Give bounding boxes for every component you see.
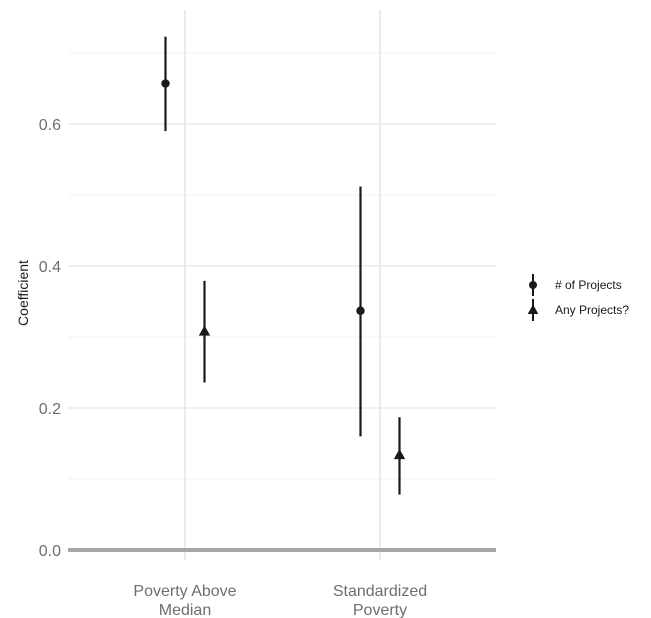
triangle-marker <box>198 325 211 336</box>
legend-circle-marker <box>529 281 537 289</box>
y-tick-label: 0.4 <box>39 259 61 276</box>
legend: # of Projects Any Projects? <box>527 274 629 321</box>
y-axis-title: Coefficient <box>15 260 31 326</box>
x-tick-label: Poverty Above Median <box>133 583 236 618</box>
y-axis-ticks: 0.0 0.2 0.4 0.6 <box>39 117 61 560</box>
y-tick-label: 0.6 <box>39 117 61 134</box>
y-tick-label: 0.2 <box>39 401 61 418</box>
series-layer <box>161 36 406 495</box>
y-tick-label: 0.0 <box>39 543 61 560</box>
triangle-marker <box>393 448 406 460</box>
point-marker <box>161 79 170 88</box>
legend-label: # of Projects <box>555 278 622 292</box>
grid <box>68 10 496 560</box>
legend-label: Any Projects? <box>555 303 629 317</box>
legend-triangle-marker <box>527 304 539 315</box>
x-axis-ticks: Poverty Above Median Standardized Poverty <box>133 583 427 618</box>
point-marker <box>356 306 365 315</box>
x-tick-label: Standardized Poverty <box>333 583 427 618</box>
